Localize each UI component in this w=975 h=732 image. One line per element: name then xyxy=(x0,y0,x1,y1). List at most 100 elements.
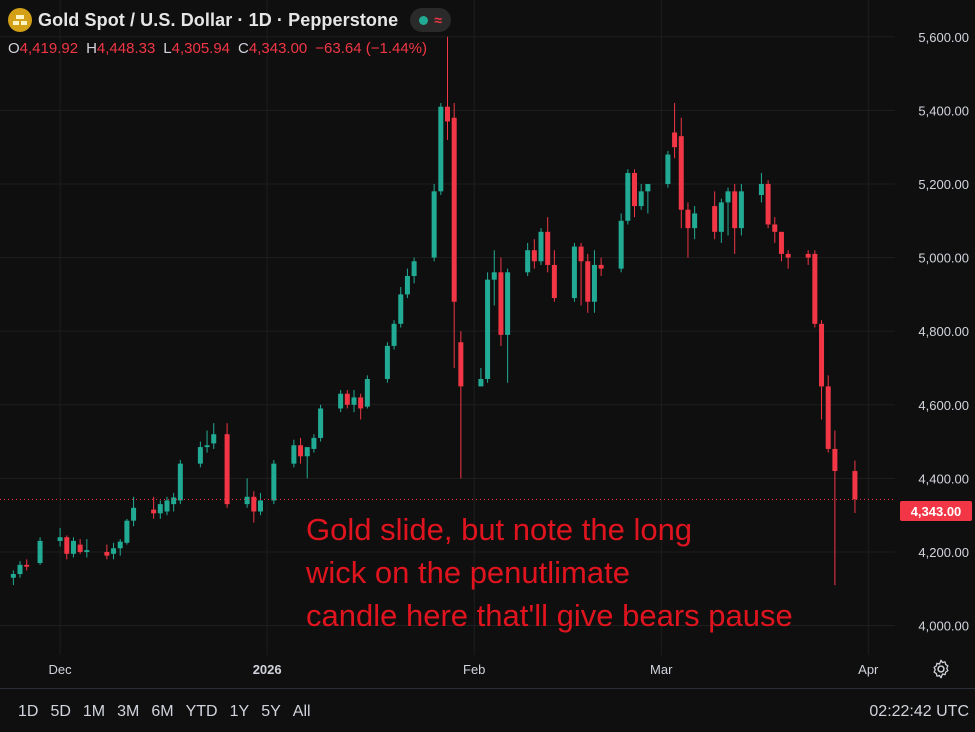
chart-header: Gold Spot / U.S. Dollar · 1D · Peppersto… xyxy=(8,6,451,34)
candle-body xyxy=(451,117,457,302)
status-pill[interactable]: ≈ xyxy=(410,8,451,32)
candle-body xyxy=(491,272,497,280)
candle xyxy=(411,257,417,284)
candle-body xyxy=(77,544,83,552)
candle xyxy=(478,367,484,387)
candle-body xyxy=(618,220,624,269)
candle xyxy=(758,172,764,203)
candle-body xyxy=(458,342,464,387)
candle xyxy=(364,375,370,409)
candle-body xyxy=(171,497,177,505)
range-3m[interactable]: 3M xyxy=(117,703,140,720)
candle-body xyxy=(772,224,778,232)
candle xyxy=(431,183,437,262)
candle-body xyxy=(398,294,404,324)
candle xyxy=(384,342,390,383)
x-tick-label: 2026 xyxy=(253,662,282,677)
candle xyxy=(17,561,23,578)
candle xyxy=(638,183,644,210)
candle xyxy=(257,493,263,516)
candle-body xyxy=(478,379,484,387)
candle-body xyxy=(531,250,537,262)
gear-icon[interactable] xyxy=(930,658,952,680)
close-label: C xyxy=(238,40,249,57)
candle xyxy=(111,542,117,560)
y-tick-label: 5,000.00 xyxy=(918,251,969,266)
candle xyxy=(531,239,537,269)
y-tick-label: 5,200.00 xyxy=(918,177,969,192)
candle xyxy=(344,390,350,409)
range-ytd[interactable]: YTD xyxy=(185,703,218,720)
candle xyxy=(578,242,584,306)
candle-body xyxy=(104,551,110,556)
candle xyxy=(772,217,778,243)
candle xyxy=(271,459,277,505)
candle-body xyxy=(551,264,557,299)
range-1d[interactable]: 1D xyxy=(18,703,39,720)
candle xyxy=(304,447,310,479)
utc-clock[interactable]: 02:22:42 UTC xyxy=(869,703,969,720)
candle xyxy=(224,423,230,508)
candle-body xyxy=(384,345,390,380)
range-5d[interactable]: 5D xyxy=(50,703,71,720)
tilde-wave-icon: ≈ xyxy=(434,12,442,28)
low-value: 4,305.94 xyxy=(171,40,231,57)
candle-body xyxy=(431,191,437,258)
candlestick-chart[interactable]: 4,000.00 4,200.00 4,400.00 4,600.00 4,800.00… xyxy=(0,0,975,688)
candle-body xyxy=(598,264,604,269)
candle-body xyxy=(485,279,491,380)
y-tick-label: 5,600.00 xyxy=(918,30,969,45)
candle-body xyxy=(131,507,137,521)
candle xyxy=(24,559,30,571)
candle xyxy=(351,390,357,413)
range-all[interactable]: All xyxy=(292,703,311,720)
candle xyxy=(738,183,744,236)
range-6m[interactable]: 6M xyxy=(151,703,174,720)
range-1m[interactable]: 1M xyxy=(82,703,106,720)
range-1y[interactable]: 1Y xyxy=(229,703,250,720)
candle-body xyxy=(785,253,791,258)
candle xyxy=(37,537,43,565)
candle-body xyxy=(585,261,591,302)
chart-annotation[interactable]: Gold slide, but note the long wick on th… xyxy=(306,508,866,637)
annotation-line-1: Gold slide, but note the long xyxy=(306,512,693,547)
range-5y[interactable]: 5Y xyxy=(261,703,281,720)
candle-body xyxy=(445,106,450,122)
high-value: 4,448.33 xyxy=(96,40,156,57)
annotation-line-2: wick on the penutlimate xyxy=(306,555,630,590)
y-axis[interactable]: 4,000.00 4,200.00 4,400.00 4,600.00 4,800.00… xyxy=(918,30,969,634)
candle-body xyxy=(177,463,183,501)
candle xyxy=(625,169,631,225)
candle-body xyxy=(298,445,304,457)
candle xyxy=(498,257,504,346)
candle xyxy=(251,491,257,523)
candle-body xyxy=(812,253,818,324)
x-axis[interactable]: Dec 2026 Feb Mar Apr xyxy=(49,662,880,677)
candle xyxy=(685,202,691,258)
candle-body xyxy=(391,323,397,346)
symbol-title[interactable]: Gold Spot / U.S. Dollar · 1D · Peppersto… xyxy=(38,9,399,30)
candle xyxy=(732,183,738,254)
bottom-toolbar: 1D 5D 1M 3M 6M YTD 1Y 5Y All 02:22:42 UT… xyxy=(0,688,975,732)
candle-body xyxy=(111,548,117,554)
y-tick-label: 4,600.00 xyxy=(918,398,969,413)
candle xyxy=(151,496,157,519)
candle xyxy=(819,320,825,420)
candles-layer xyxy=(10,36,858,586)
candle-body xyxy=(304,447,310,457)
candle-body xyxy=(291,445,297,464)
candle-body xyxy=(338,393,344,409)
candle-body xyxy=(765,183,771,225)
candle xyxy=(157,500,163,519)
candle-body xyxy=(525,250,531,273)
candle xyxy=(291,439,297,468)
candle-body xyxy=(732,191,738,229)
candle xyxy=(778,231,784,262)
market-open-dot-icon xyxy=(419,15,429,25)
candle-body xyxy=(17,564,23,575)
candle-body xyxy=(672,132,678,148)
candle xyxy=(84,539,90,558)
candle-body xyxy=(404,275,410,295)
candle xyxy=(451,103,457,368)
candle xyxy=(571,242,577,302)
